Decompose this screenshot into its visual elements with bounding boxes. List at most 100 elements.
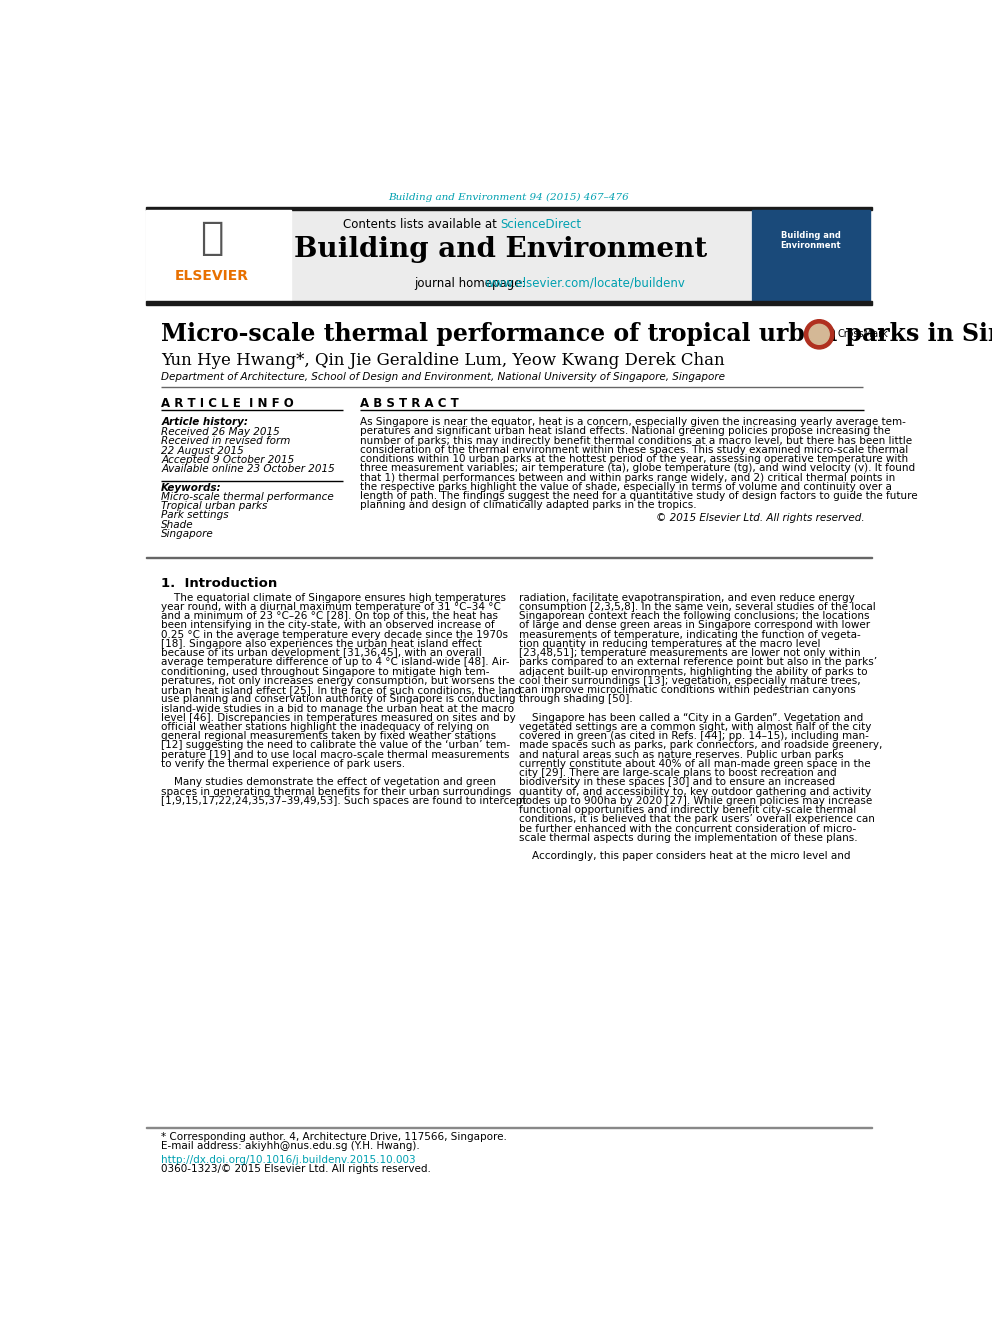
Text: adjacent built-up environments, highlighting the ability of parks to: adjacent built-up environments, highligh…	[519, 667, 868, 676]
Text: general regional measurements taken by fixed weather stations: general regional measurements taken by f…	[161, 732, 496, 741]
Text: through shading [50].: through shading [50].	[519, 695, 633, 704]
Text: vegetated settings are a common sight, with almost half of the city: vegetated settings are a common sight, w…	[519, 722, 872, 732]
Text: Accordingly, this paper considers heat at the micro level and: Accordingly, this paper considers heat a…	[519, 852, 851, 861]
Text: Singapore: Singapore	[161, 529, 214, 538]
Text: Singapore has been called a “City in a Garden”. Vegetation and: Singapore has been called a “City in a G…	[519, 713, 863, 722]
Text: cool their surroundings [13]; vegetation, especially mature trees,: cool their surroundings [13]; vegetation…	[519, 676, 861, 685]
Text: use planning and conservation authority of Singapore is conducting: use planning and conservation authority …	[161, 695, 516, 704]
Text: www.elsevier.com/locate/buildenv: www.elsevier.com/locate/buildenv	[484, 277, 685, 290]
Text: to verify the thermal experience of park users.: to verify the thermal experience of park…	[161, 759, 406, 769]
Text: peratures, not only increases energy consumption, but worsens the: peratures, not only increases energy con…	[161, 676, 515, 685]
Text: urban heat island effect [25]. In the face of such conditions, the land: urban heat island effect [25]. In the fa…	[161, 685, 521, 695]
Text: the respective parks highlight the value of shade, especially in terms of volume: the respective parks highlight the value…	[360, 482, 892, 492]
Text: functional opportunities and indirectly benefit city-scale thermal: functional opportunities and indirectly …	[519, 806, 856, 815]
Text: perature [19] and to use local macro-scale thermal measurements: perature [19] and to use local macro-sca…	[161, 750, 510, 759]
Text: Contents lists available at: Contents lists available at	[343, 218, 501, 232]
Bar	[146, 302, 872, 306]
Text: Article history:: Article history:	[161, 417, 248, 427]
Text: 1.  Introduction: 1. Introduction	[161, 577, 278, 590]
Text: Micro-scale thermal performance of tropical urban parks in Singapore: Micro-scale thermal performance of tropi…	[161, 323, 992, 347]
Text: CrossMark: CrossMark	[837, 329, 888, 339]
Text: journal homepage:: journal homepage:	[415, 277, 530, 290]
Text: 0.25 °C in the average temperature every decade since the 1970s: 0.25 °C in the average temperature every…	[161, 630, 508, 639]
Text: measurements of temperature, indicating the function of vegeta-: measurements of temperature, indicating …	[519, 630, 861, 639]
Text: quantity of, and accessibility to, key outdoor gathering and activity: quantity of, and accessibility to, key o…	[519, 787, 871, 796]
Text: Available online 23 October 2015: Available online 23 October 2015	[161, 464, 335, 474]
Text: can improve microclimatic conditions within pedestrian canyons: can improve microclimatic conditions wit…	[519, 685, 856, 695]
Bar	[146, 210, 292, 302]
Text: Shade: Shade	[161, 520, 193, 529]
Text: because of its urban development [31,36,45], with an overall: because of its urban development [31,36,…	[161, 648, 482, 658]
Bar	[146, 210, 750, 302]
Text: Received in revised form: Received in revised form	[161, 437, 291, 446]
Text: Building and Environment 94 (2015) 467–476: Building and Environment 94 (2015) 467–4…	[388, 193, 629, 202]
Text: ScienceDirect: ScienceDirect	[501, 218, 581, 232]
Text: A R T I C L E  I N F O: A R T I C L E I N F O	[161, 397, 294, 410]
Text: * Corresponding author. 4, Architecture Drive, 117566, Singapore.: * Corresponding author. 4, Architecture …	[161, 1131, 507, 1142]
Text: parks compared to an external reference point but also in the parks’: parks compared to an external reference …	[519, 658, 877, 667]
Text: of large and dense green areas in Singapore correspond with lower: of large and dense green areas in Singap…	[519, 620, 870, 630]
Text: peratures and significant urban heat island effects. National greening policies : peratures and significant urban heat isl…	[360, 426, 891, 437]
Text: As Singapore is near the equator, heat is a concern, especially given the increa: As Singapore is near the equator, heat i…	[360, 417, 907, 427]
Text: three measurement variables; air temperature (ta), globe temperature (tg), and w: three measurement variables; air tempera…	[360, 463, 916, 474]
Text: Keywords:: Keywords:	[161, 483, 222, 492]
Text: tion quantity in reducing temperatures at the macro level: tion quantity in reducing temperatures a…	[519, 639, 820, 648]
Text: A B S T R A C T: A B S T R A C T	[360, 397, 459, 410]
Text: conditioning, used throughout Singapore to mitigate high tem-: conditioning, used throughout Singapore …	[161, 667, 490, 676]
Circle shape	[809, 324, 829, 344]
Text: The equatorial climate of Singapore ensures high temperatures: The equatorial climate of Singapore ensu…	[161, 593, 506, 603]
Text: nodes up to 900ha by 2020 [27]. While green policies may increase: nodes up to 900ha by 2020 [27]. While gr…	[519, 796, 873, 806]
Text: city [29]. There are large-scale plans to boost recreation and: city [29]. There are large-scale plans t…	[519, 769, 837, 778]
Text: ELSEVIER: ELSEVIER	[175, 269, 249, 283]
Text: and natural areas such as nature reserves. Public urban parks: and natural areas such as nature reserve…	[519, 750, 844, 759]
Text: Yun Hye Hwang*, Qin Jie Geraldine Lum, Yeow Kwang Derek Chan: Yun Hye Hwang*, Qin Jie Geraldine Lum, Y…	[161, 352, 725, 369]
Text: conditions, it is believed that the park users’ overall experience can: conditions, it is believed that the park…	[519, 815, 875, 824]
Text: biodiversity in these spaces [30] and to ensure an increased: biodiversity in these spaces [30] and to…	[519, 778, 835, 787]
Text: scale thermal aspects during the implementation of these plans.: scale thermal aspects during the impleme…	[519, 833, 858, 843]
Text: Building and: Building and	[781, 232, 840, 241]
Text: http://dx.doi.org/10.1016/j.buildenv.2015.10.003: http://dx.doi.org/10.1016/j.buildenv.201…	[161, 1155, 416, 1164]
Text: 0360-1323/© 2015 Elsevier Ltd. All rights reserved.: 0360-1323/© 2015 Elsevier Ltd. All right…	[161, 1164, 432, 1174]
Text: covered in green (as cited in Refs. [44]; pp. 14–15), including man-: covered in green (as cited in Refs. [44]…	[519, 732, 869, 741]
Text: consideration of the thermal environment within these spaces. This study examine: consideration of the thermal environment…	[360, 445, 909, 455]
Text: Received 26 May 2015: Received 26 May 2015	[161, 427, 280, 437]
Text: official weather stations highlight the inadequacy of relying on: official weather stations highlight the …	[161, 722, 489, 732]
Text: E-mail address: akiyhh@nus.edu.sg (Y.H. Hwang).: E-mail address: akiyhh@nus.edu.sg (Y.H. …	[161, 1140, 420, 1151]
Text: © 2015 Elsevier Ltd. All rights reserved.: © 2015 Elsevier Ltd. All rights reserved…	[656, 512, 864, 523]
Text: spaces in generating thermal benefits for their urban surroundings: spaces in generating thermal benefits fo…	[161, 787, 512, 796]
Text: [18]. Singapore also experiences the urban heat island effect: [18]. Singapore also experiences the urb…	[161, 639, 482, 648]
Text: [12] suggesting the need to calibrate the value of the ‘urban’ tem-: [12] suggesting the need to calibrate th…	[161, 741, 510, 750]
Text: Micro-scale thermal performance: Micro-scale thermal performance	[161, 492, 334, 501]
Text: Department of Architecture, School of Design and Environment, National Universit: Department of Architecture, School of De…	[161, 373, 725, 382]
Bar	[752, 210, 870, 302]
Text: length of path. The findings suggest the need for a quantitative study of design: length of path. The findings suggest the…	[360, 491, 918, 501]
Text: consumption [2,3,5,8]. In the same vein, several studies of the local: consumption [2,3,5,8]. In the same vein,…	[519, 602, 876, 613]
Text: Accepted 9 October 2015: Accepted 9 October 2015	[161, 455, 295, 464]
Text: be further enhanced with the concurrent consideration of micro-: be further enhanced with the concurrent …	[519, 824, 856, 833]
Text: Building and Environment: Building and Environment	[294, 235, 707, 263]
Text: Tropical urban parks: Tropical urban parks	[161, 501, 268, 511]
Text: ꩜: ꩜	[199, 220, 223, 257]
Text: radiation, facilitate evapotranspiration, and even reduce energy: radiation, facilitate evapotranspiration…	[519, 593, 855, 603]
Text: [1,9,15,17,22,24,35,37–39,49,53]. Such spaces are found to intercept: [1,9,15,17,22,24,35,37–39,49,53]. Such s…	[161, 796, 527, 806]
Text: Park settings: Park settings	[161, 511, 229, 520]
Text: average temperature difference of up to 4 °C island-wide [48]. Air-: average temperature difference of up to …	[161, 658, 510, 667]
Text: Environment: Environment	[781, 241, 841, 250]
Text: island-wide studies in a bid to manage the urban heat at the macro: island-wide studies in a bid to manage t…	[161, 704, 514, 713]
Text: 22 August 2015: 22 August 2015	[161, 446, 244, 455]
Text: made spaces such as parks, park connectors, and roadside greenery,: made spaces such as parks, park connecto…	[519, 741, 883, 750]
Bar	[146, 208, 872, 210]
Text: Singaporean context reach the following conclusions; the locations: Singaporean context reach the following …	[519, 611, 870, 620]
Text: been intensifying in the city-state, with an observed increase of: been intensifying in the city-state, wit…	[161, 620, 495, 630]
Text: level [46]. Discrepancies in temperatures measured on sites and by: level [46]. Discrepancies in temperature…	[161, 713, 516, 722]
Text: number of parks; this may indirectly benefit thermal conditions at a macro level: number of parks; this may indirectly ben…	[360, 435, 913, 446]
Text: conditions within 10 urban parks at the hottest period of the year, assessing op: conditions within 10 urban parks at the …	[360, 454, 909, 464]
Text: [23,48,51]; temperature measurements are lower not only within: [23,48,51]; temperature measurements are…	[519, 648, 861, 658]
Text: that 1) thermal performances between and within parks range widely, and 2) criti: that 1) thermal performances between and…	[360, 472, 896, 483]
Text: year round, with a diurnal maximum temperature of 31 °C–34 °C: year round, with a diurnal maximum tempe…	[161, 602, 501, 613]
Text: planning and design of climatically adapted parks in the tropics.: planning and design of climatically adap…	[360, 500, 697, 511]
Text: Many studies demonstrate the effect of vegetation and green: Many studies demonstrate the effect of v…	[161, 778, 496, 787]
Circle shape	[805, 320, 834, 349]
Text: currently constitute about 40% of all man-made green space in the: currently constitute about 40% of all ma…	[519, 759, 871, 769]
Text: and a minimum of 23 °C–26 °C [28]. On top of this, the heat has: and a minimum of 23 °C–26 °C [28]. On to…	[161, 611, 498, 620]
